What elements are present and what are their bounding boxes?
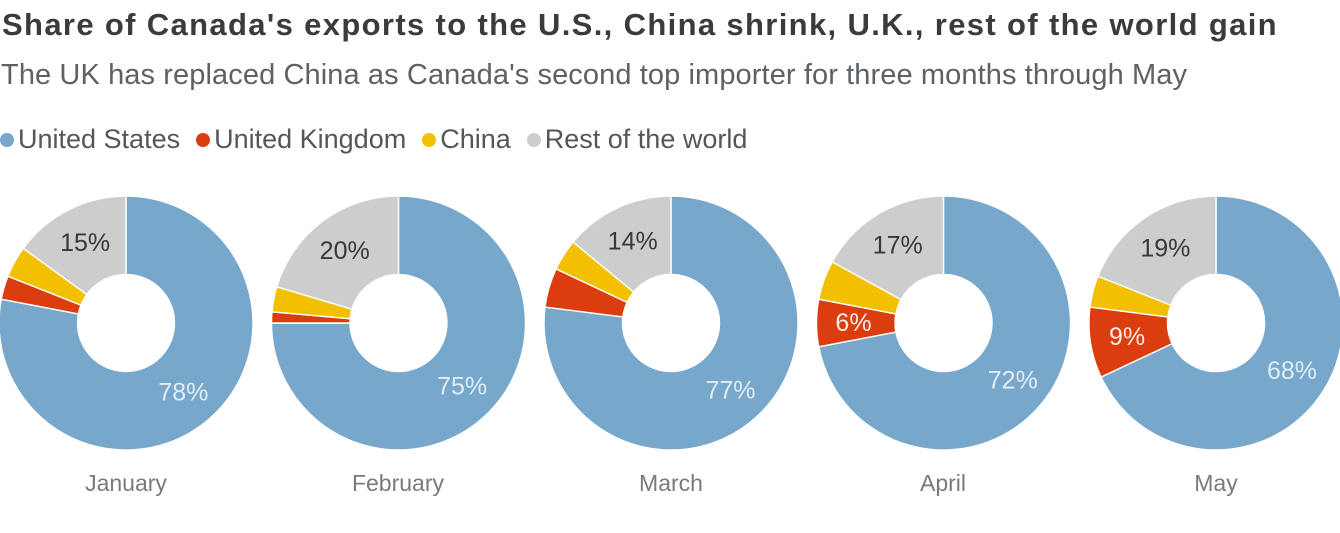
svg-text:77%: 77% <box>705 377 755 405</box>
svg-text:78%: 78% <box>158 378 208 406</box>
svg-text:6%: 6% <box>835 309 871 337</box>
svg-text:68%: 68% <box>1267 357 1317 385</box>
svg-text:19%: 19% <box>1140 235 1190 263</box>
svg-text:17%: 17% <box>873 232 923 260</box>
svg-text:14%: 14% <box>608 228 658 256</box>
svg-text:72%: 72% <box>988 366 1038 394</box>
svg-text:20%: 20% <box>320 237 370 265</box>
svg-text:75%: 75% <box>437 373 487 401</box>
svg-text:9%: 9% <box>1109 323 1145 351</box>
svg-text:15%: 15% <box>60 229 110 257</box>
